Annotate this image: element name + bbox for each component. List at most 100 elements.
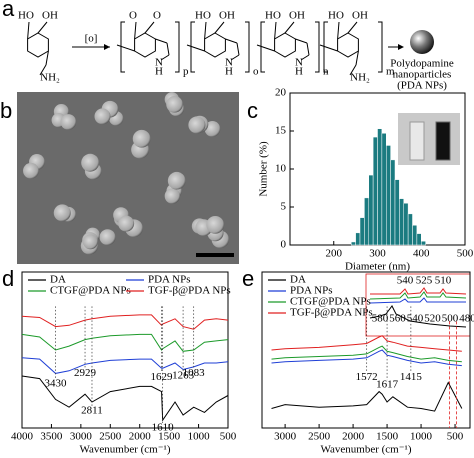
plot-frame	[261, 271, 471, 429]
ring	[27, 32, 49, 58]
nanoparticle	[60, 114, 77, 130]
product-label: nanoparticles	[393, 69, 452, 81]
bracket	[378, 21, 383, 73]
atom-label: N	[225, 57, 233, 69]
vial-photo	[398, 113, 460, 165]
nanoparticle-sphere	[410, 30, 434, 54]
bond	[144, 21, 155, 34]
marker-label: 540	[407, 312, 424, 324]
legend-label: PDA NPs	[290, 285, 333, 297]
bond	[155, 38, 168, 44]
atom-label: H	[155, 66, 163, 78]
nanoparticle	[81, 153, 100, 172]
x-tick-label: 2000	[129, 431, 152, 443]
bracket	[245, 21, 250, 73]
product-label: (PDA NPs)	[397, 80, 447, 92]
histogram-bar	[381, 133, 387, 246]
histogram-bar	[359, 217, 365, 246]
bond	[39, 64, 47, 76]
bond	[337, 21, 340, 40]
annotation: 1263	[172, 370, 195, 382]
nanoparticle	[118, 215, 135, 232]
bond	[256, 44, 275, 52]
bond	[166, 42, 170, 56]
legend-label: TGF-β@PDA NPs	[148, 285, 231, 297]
histogram-bar	[416, 233, 422, 246]
x-tick-label: 1500	[158, 431, 181, 443]
y-tick-label: 0	[281, 239, 287, 251]
atom-label: N	[155, 57, 163, 69]
ring	[337, 32, 359, 58]
histogram-bar	[368, 174, 374, 246]
plot-frame	[21, 271, 229, 429]
nanoparticle	[188, 116, 206, 134]
inset-line	[370, 287, 467, 295]
spectrum-line	[21, 314, 229, 330]
x-tick-label: 400	[413, 248, 430, 260]
spectrum-line	[21, 375, 229, 422]
y-tick-label: 20	[275, 87, 287, 99]
spectrum-line	[271, 345, 462, 363]
bond	[295, 38, 308, 44]
atom-label: HO	[328, 10, 344, 22]
nanoparticle	[94, 108, 111, 125]
annotation: 1415	[400, 371, 423, 383]
y-tick-label: 10	[275, 163, 287, 175]
y-tick-label: 15	[275, 125, 287, 137]
x-tick-label: 2500	[308, 431, 331, 443]
x-tick-label: 1500	[376, 431, 399, 443]
legend-label: TGF-β@PDA NPs	[290, 307, 373, 319]
histogram-bar	[394, 179, 400, 246]
spectrum-line	[21, 357, 229, 374]
vial	[409, 121, 425, 161]
atom-label: H	[295, 66, 303, 78]
ring	[134, 32, 156, 58]
sem-particles	[23, 92, 230, 255]
x-axis-label: Wavenumber (cm⁻¹)	[80, 444, 171, 456]
subscript: p	[183, 66, 189, 78]
histogram-bar	[403, 202, 409, 246]
bracket	[260, 21, 265, 73]
legend-label: CTGF@PDA NPs	[290, 296, 371, 308]
ring	[204, 32, 226, 58]
panel-label: b	[0, 98, 12, 123]
atom-label: O	[153, 10, 161, 22]
bond	[204, 21, 207, 40]
spectrum-line	[271, 335, 462, 352]
bond	[349, 64, 357, 76]
x-tick-label: 2000	[342, 431, 365, 443]
bond	[225, 38, 238, 44]
atom-label: OH	[219, 10, 235, 22]
histogram-bar	[355, 232, 361, 246]
inset-line	[369, 305, 467, 328]
spectrum-line	[271, 381, 463, 412]
bracket	[323, 21, 328, 73]
annotation: 1610	[152, 422, 175, 434]
subscript: o	[253, 66, 259, 78]
histogram-bar	[377, 128, 383, 246]
nanoparticle	[206, 215, 225, 234]
bracket	[175, 21, 180, 73]
nanoparticle	[132, 129, 151, 148]
spectrum-line	[21, 333, 229, 352]
legend-label: PDA NPs	[148, 274, 191, 286]
marker-label: 560	[389, 312, 406, 324]
arrow-head	[104, 44, 110, 50]
histogram-bar	[372, 136, 378, 246]
x-tick-label: 1000	[188, 431, 211, 443]
inset-line	[369, 297, 466, 304]
x-tick-label: 500	[447, 431, 464, 443]
atom-label: NH₂	[40, 72, 60, 84]
ring	[274, 32, 296, 58]
atom-label: O	[129, 10, 137, 22]
x-tick-label: 4000	[11, 431, 34, 443]
nanoparticle	[53, 204, 71, 222]
nanoparticle	[82, 234, 98, 250]
histogram-bar	[421, 240, 426, 246]
histogram-bar	[351, 241, 356, 246]
bracket	[120, 21, 125, 73]
bond	[134, 21, 137, 40]
marker-label: 580	[372, 312, 389, 324]
